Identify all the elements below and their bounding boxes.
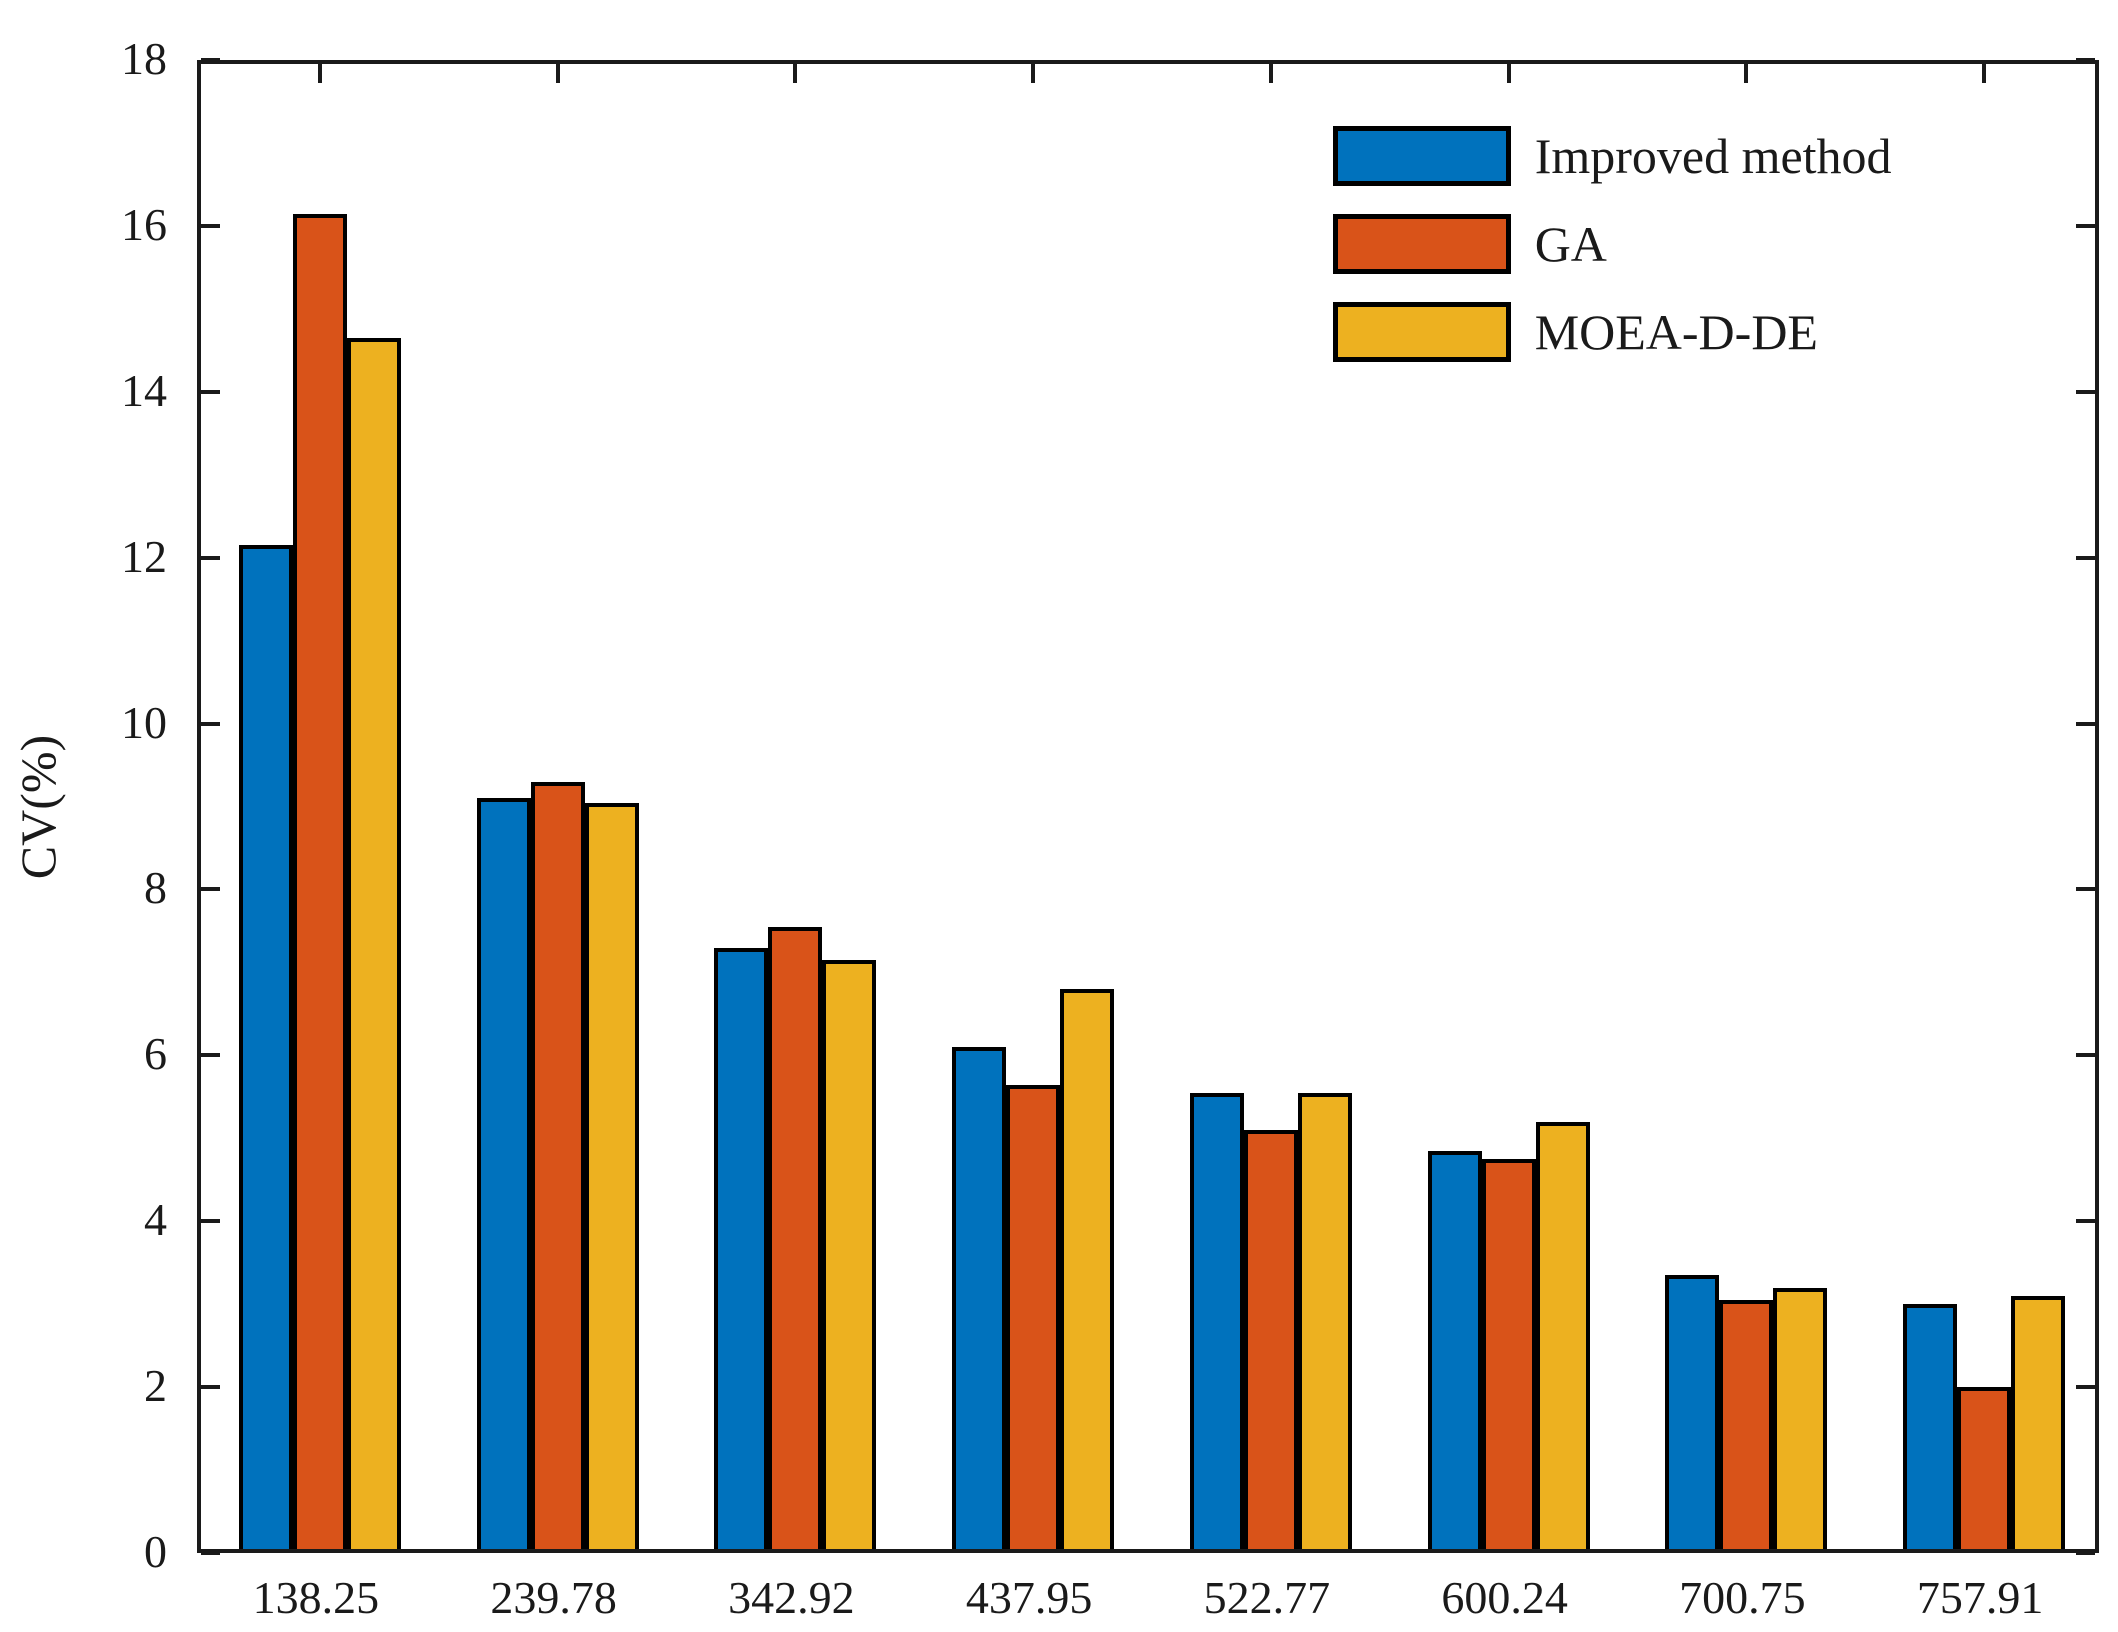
legend-swatch — [1332, 302, 1511, 362]
legend-item: MOEA-D-DE — [1332, 302, 1892, 362]
x-tick-label: 522.77 — [1203, 1572, 1331, 1623]
y-tick-label: 10 — [121, 696, 167, 748]
bar-ga — [292, 213, 347, 1549]
y-tick-label: 12 — [121, 530, 167, 582]
bar-improved-method — [1427, 1150, 1482, 1549]
y-axis-tick-right — [2076, 721, 2095, 726]
x-axis-tick-top — [1506, 64, 1511, 83]
legend-label: Improved method — [1534, 128, 1892, 184]
y-axis-tick — [201, 1551, 220, 1555]
x-axis-tick-top — [793, 64, 798, 83]
x-tick-label: 757.91 — [1916, 1572, 2044, 1623]
bar-ga — [1006, 1084, 1061, 1549]
x-tick-label: 342.92 — [728, 1572, 855, 1623]
y-axis-tick-right — [2076, 58, 2095, 62]
bar-ga — [1719, 1300, 1774, 1549]
bar-moea-d-de — [2011, 1296, 2066, 1549]
bar-improved-method — [714, 947, 769, 1549]
y-axis-tick — [201, 555, 220, 560]
bar-improved-method — [238, 545, 293, 1549]
y-tick-label: 0 — [144, 1526, 167, 1577]
bar-ga — [1957, 1387, 2012, 1549]
y-tick-label: 18 — [121, 33, 167, 84]
bar-moea-d-de — [1060, 989, 1115, 1549]
bar-moea-d-de — [1297, 1092, 1352, 1549]
y-tick-label: 6 — [144, 1028, 167, 1080]
y-axis-tick — [201, 721, 220, 726]
legend-swatch — [1332, 214, 1511, 274]
y-axis-tick — [201, 58, 220, 62]
y-axis-tick-right — [2076, 1053, 2095, 1058]
bar-improved-method — [1903, 1304, 1958, 1549]
x-axis-tick-top — [555, 64, 560, 83]
y-tick-label: 14 — [121, 364, 167, 416]
x-axis-tick-top — [1744, 64, 1749, 83]
y-axis-tick-right — [2076, 389, 2095, 394]
bar-ga — [1481, 1159, 1536, 1549]
bar-moea-d-de — [1535, 1121, 1590, 1549]
x-tick-label: 600.24 — [1441, 1572, 1568, 1623]
y-axis-tick-right — [2076, 1551, 2095, 1555]
x-axis-tick-top — [1031, 64, 1036, 83]
x-axis-tick-top — [1268, 64, 1273, 83]
x-tick-label: 437.95 — [965, 1572, 1093, 1623]
legend-item: Improved method — [1332, 126, 1892, 186]
y-axis-tick — [201, 223, 220, 228]
y-tick-label: 2 — [144, 1360, 167, 1412]
bar-improved-method — [1665, 1275, 1720, 1549]
y-axis-tick-right — [2076, 887, 2095, 892]
y-axis-tick — [201, 1053, 220, 1058]
y-tick-label: 16 — [121, 198, 167, 250]
bar-ga — [1243, 1130, 1298, 1549]
bar-ga — [530, 781, 585, 1549]
bar-moea-d-de — [584, 802, 639, 1549]
x-tick-label: 700.75 — [1679, 1572, 1806, 1623]
legend: Improved method GA MOEA-D-DE — [1332, 126, 1892, 362]
bar-improved-method — [1189, 1092, 1244, 1549]
legend-label: GA — [1534, 216, 1607, 272]
y-axis-tick — [201, 389, 220, 394]
bar-improved-method — [952, 1047, 1007, 1549]
y-axis-tick-right — [2076, 223, 2095, 228]
bar-moea-d-de — [1773, 1287, 1828, 1549]
bar-improved-method — [476, 798, 531, 1549]
bar-ga — [768, 926, 823, 1549]
legend-label: MOEA-D-DE — [1534, 304, 1818, 360]
y-axis-tick-right — [2076, 1385, 2095, 1390]
y-tick-label: 4 — [144, 1194, 167, 1246]
legend-item: GA — [1332, 214, 1892, 274]
x-axis-tick-top — [317, 64, 322, 83]
x-axis-tick-top — [1982, 64, 1987, 83]
y-axis-title: CV(%) — [10, 734, 66, 879]
bar-moea-d-de — [346, 338, 401, 1549]
y-axis-tick-right — [2076, 1219, 2095, 1224]
x-tick-label: 239.78 — [490, 1572, 617, 1623]
legend-swatch — [1332, 126, 1511, 186]
bar-moea-d-de — [822, 960, 877, 1549]
y-axis-tick-right — [2076, 555, 2095, 560]
y-axis-tick — [201, 1385, 220, 1390]
plot-area: Improved method GA MOEA-D-DE — [197, 58, 2099, 1555]
y-tick-label: 8 — [144, 862, 167, 914]
y-axis-tick — [201, 887, 220, 892]
y-axis-tick — [201, 1219, 220, 1224]
x-tick-label: 138.25 — [252, 1572, 380, 1623]
